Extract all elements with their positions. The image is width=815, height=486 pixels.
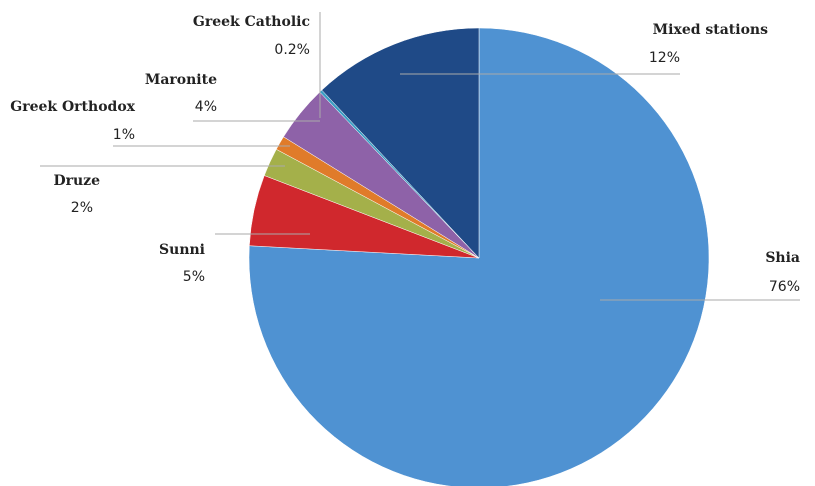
- slice-name: Greek Catholic: [193, 14, 310, 30]
- slice-label: 1%: [113, 127, 135, 143]
- slice-label: 12%: [649, 50, 680, 66]
- slice-label: 5%: [183, 269, 205, 285]
- pie-slice: [248, 27, 710, 486]
- slice-label: 2%: [71, 200, 93, 216]
- slice-label: 4%: [195, 99, 217, 115]
- slice-name: Mixed stations: [653, 22, 768, 38]
- slice-label: 0.2%: [274, 42, 310, 58]
- slice-name: Shia: [765, 250, 800, 266]
- slice-name: Greek Orthodox: [10, 99, 135, 115]
- slice-name: Sunni: [159, 242, 205, 258]
- pie-slice: [321, 27, 480, 259]
- slice-name: Druze: [53, 173, 100, 189]
- slice-label: 76%: [769, 279, 800, 295]
- slice-name: Maronite: [145, 72, 217, 88]
